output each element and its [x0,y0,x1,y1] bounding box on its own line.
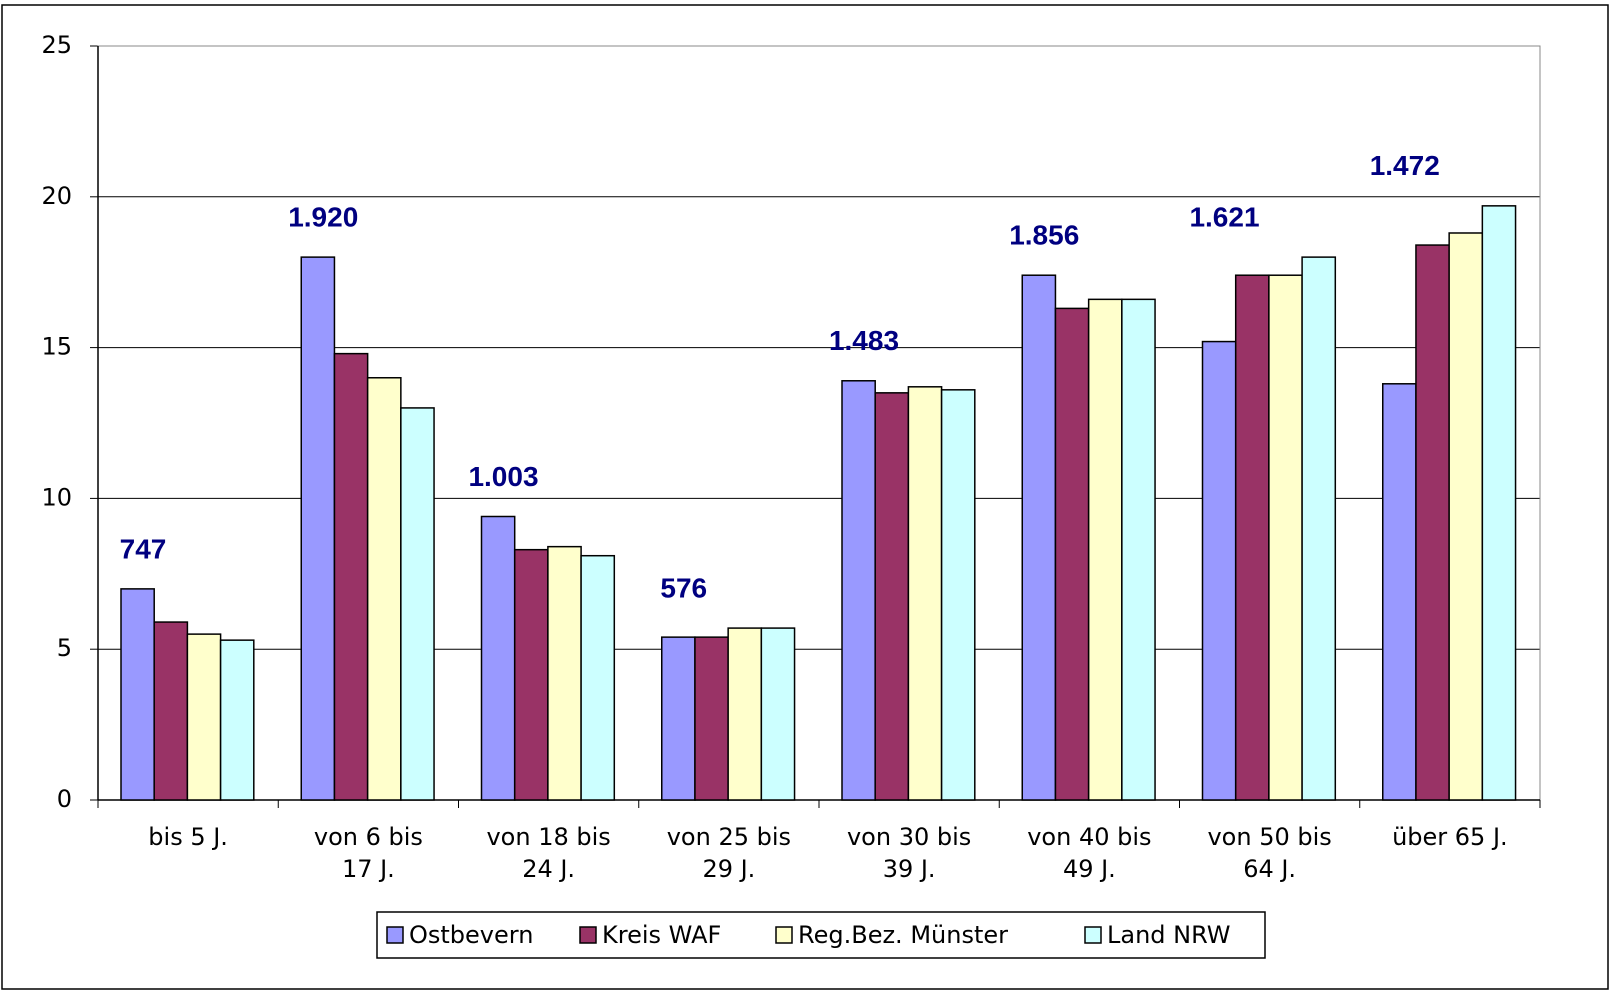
x-tick-label: von 18 bis [486,823,610,851]
y-tick-label: 25 [41,31,72,59]
y-tick-label: 5 [57,634,72,662]
bar [580,554,616,801]
bar [219,639,255,801]
x-tick-label: über 65 J. [1392,823,1508,851]
group-annotation: 1.472 [1370,150,1440,181]
x-tick-label: von 6 bis [314,823,423,851]
x-tick-label: bis 5 J. [148,823,228,851]
group-annotation: 1.856 [1009,220,1079,251]
x-tick-label: 39 J. [883,855,936,883]
bar [480,515,516,801]
bar [1382,383,1417,801]
legend: Ostbevern Kreis WAF Reg.Bez. Münster Land N… [376,911,1266,959]
group-annotation: 576 [660,572,707,603]
bar [547,545,582,801]
legend-swatch [1084,926,1102,944]
legend-label: Kreis WAF [602,921,721,949]
x-tick-label: 17 J. [342,855,395,883]
bar [513,548,549,801]
group-annotation: 1.483 [829,325,899,356]
legend-swatch [386,926,404,944]
bar [400,407,435,801]
bar [1268,274,1303,801]
legend-label: Land NRW [1107,921,1231,949]
bar [907,386,943,801]
x-tick-label: von 30 bis [847,823,971,851]
y-tick-label: 10 [41,483,72,511]
x-tick-label: von 50 bis [1207,823,1331,851]
bar [1054,307,1090,801]
bar [760,627,796,801]
bar [1301,256,1337,801]
bar [1481,205,1517,801]
bar [366,377,402,801]
y-tick-label: 0 [57,785,72,813]
bar [333,352,369,801]
bar [1234,274,1270,801]
bar [1021,274,1057,801]
bar [120,588,155,801]
bar [1201,340,1237,801]
x-tick-label: 24 J. [522,855,575,883]
group-annotation: 1.003 [468,461,538,492]
y-tick-label: 20 [41,182,72,210]
bar [186,633,222,801]
bar [841,380,876,801]
bar [1415,244,1450,801]
group-annotation: 1.621 [1189,202,1259,233]
bar [1448,232,1484,801]
bar [300,256,336,801]
group-annotation: 1.920 [288,202,358,233]
bar [874,392,910,801]
legend-swatch [579,926,597,944]
bar [661,636,696,801]
x-tick-label: von 25 bis [667,823,791,851]
bar [694,636,729,801]
legend-swatch [775,926,793,944]
bar [1121,298,1156,801]
x-tick-label: von 40 bis [1027,823,1151,851]
legend-label: Reg.Bez. Münster [798,921,1008,949]
x-tick-label: 29 J. [702,855,755,883]
x-tick-label: 64 J. [1243,855,1296,883]
chart-border [1,4,1609,990]
legend-box [376,911,1266,959]
y-tick-label: 15 [41,333,72,361]
bar [153,621,189,801]
bar [1087,298,1123,801]
bar [940,389,976,801]
group-annotation: 747 [120,533,167,564]
bar [727,627,763,801]
legend-label: Ostbevern [409,921,533,949]
x-tick-label: 49 J. [1063,855,1116,883]
